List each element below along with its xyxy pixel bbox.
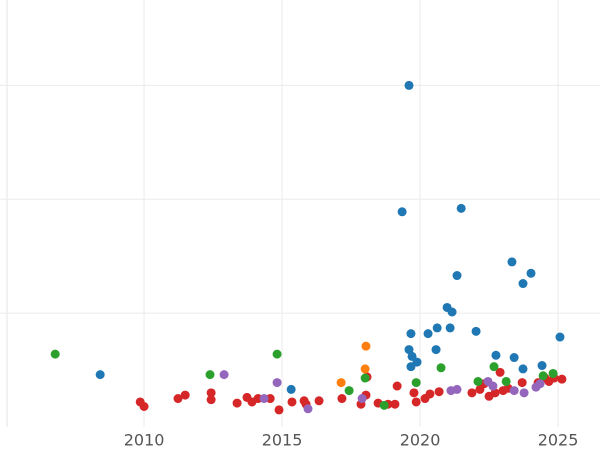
point <box>361 341 371 351</box>
point <box>495 367 505 377</box>
point <box>337 394 347 404</box>
point <box>452 271 462 281</box>
point <box>272 349 282 359</box>
x-tick-label: 2020 <box>400 431 441 450</box>
point <box>548 368 558 378</box>
point <box>431 345 441 355</box>
point <box>95 370 105 380</box>
point <box>447 307 457 317</box>
point <box>411 378 421 388</box>
point <box>557 374 567 384</box>
point <box>357 394 367 404</box>
point <box>535 379 545 389</box>
point <box>180 390 190 400</box>
x-tick-label: 2025 <box>538 431 579 450</box>
point <box>538 371 548 381</box>
point <box>404 80 414 90</box>
point <box>206 395 216 405</box>
point <box>471 326 481 336</box>
point <box>445 323 455 333</box>
point <box>286 384 296 394</box>
point <box>274 405 284 415</box>
point <box>537 361 547 371</box>
point <box>518 279 528 289</box>
point <box>555 332 565 342</box>
point <box>360 364 370 374</box>
point <box>507 257 517 267</box>
point <box>397 207 407 217</box>
point <box>436 363 446 373</box>
point <box>456 203 466 213</box>
point <box>303 404 313 414</box>
point <box>173 394 183 404</box>
point <box>314 396 324 406</box>
point <box>406 362 416 372</box>
point <box>50 349 60 359</box>
point <box>473 376 483 386</box>
point <box>501 376 511 386</box>
point <box>404 345 414 355</box>
point <box>488 381 498 391</box>
point <box>490 388 500 398</box>
point <box>232 398 242 408</box>
point <box>336 378 346 388</box>
point <box>518 364 528 374</box>
point <box>526 268 536 278</box>
point <box>491 350 501 360</box>
point <box>467 388 477 398</box>
x-tick-label: 2015 <box>262 431 303 450</box>
point <box>432 323 442 333</box>
point <box>139 402 149 412</box>
point <box>360 373 370 383</box>
point <box>409 388 419 398</box>
point <box>423 329 433 339</box>
point <box>205 370 215 380</box>
point <box>287 397 297 407</box>
point <box>509 386 519 396</box>
point <box>392 381 402 391</box>
point <box>379 400 389 410</box>
point <box>206 388 216 398</box>
point <box>390 399 400 409</box>
point <box>344 386 354 396</box>
point <box>489 362 499 372</box>
point <box>425 389 435 399</box>
point <box>411 397 421 407</box>
point <box>509 353 519 363</box>
point <box>259 394 269 404</box>
point <box>517 378 527 388</box>
point <box>519 388 529 398</box>
point <box>272 378 282 388</box>
point <box>452 384 462 394</box>
point <box>434 387 444 397</box>
point <box>219 370 229 380</box>
x-tick-label: 2010 <box>124 431 165 450</box>
point <box>406 329 416 339</box>
